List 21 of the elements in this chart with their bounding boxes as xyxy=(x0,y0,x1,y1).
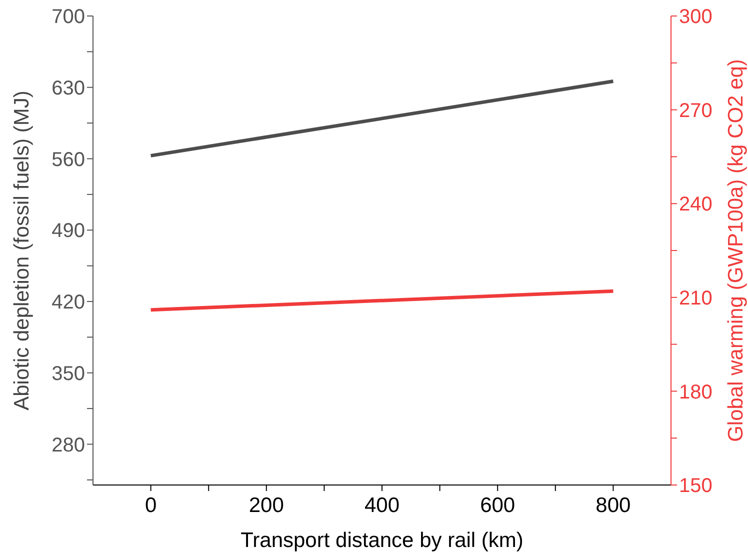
y-tick-label: 280 xyxy=(52,434,85,456)
y2-axis-title: Global warming (GWP100a) (kg CO2 eq) xyxy=(724,59,748,442)
y-axis-title: Abiotic depletion (fossil fuels) (MJ) xyxy=(10,90,34,410)
x-tick-label: 0 xyxy=(144,494,157,517)
y-tick-label: 560 xyxy=(52,148,85,171)
y-tick-label: 700 xyxy=(52,6,85,28)
y-tick-label: 350 xyxy=(52,362,85,385)
y2-tick-label: 270 xyxy=(679,100,712,122)
y2-tick-label: 240 xyxy=(679,194,712,216)
y-tick-label: 420 xyxy=(52,292,85,314)
y-tick-label: 630 xyxy=(52,77,85,100)
y2-tick-label: 210 xyxy=(679,288,712,310)
x-axis-title: Transport distance by rail (km) xyxy=(240,529,524,552)
y2-tick-label: 180 xyxy=(679,381,712,404)
y-tick-label: 490 xyxy=(52,220,85,242)
y2-tick-label: 300 xyxy=(679,6,712,28)
x-tick-label: 400 xyxy=(364,494,400,517)
x-tick-label: 600 xyxy=(480,494,516,517)
x-tick-label: 800 xyxy=(596,494,631,517)
x-tick-label: 200 xyxy=(248,494,284,517)
y2-tick-label: 150 xyxy=(679,475,712,498)
